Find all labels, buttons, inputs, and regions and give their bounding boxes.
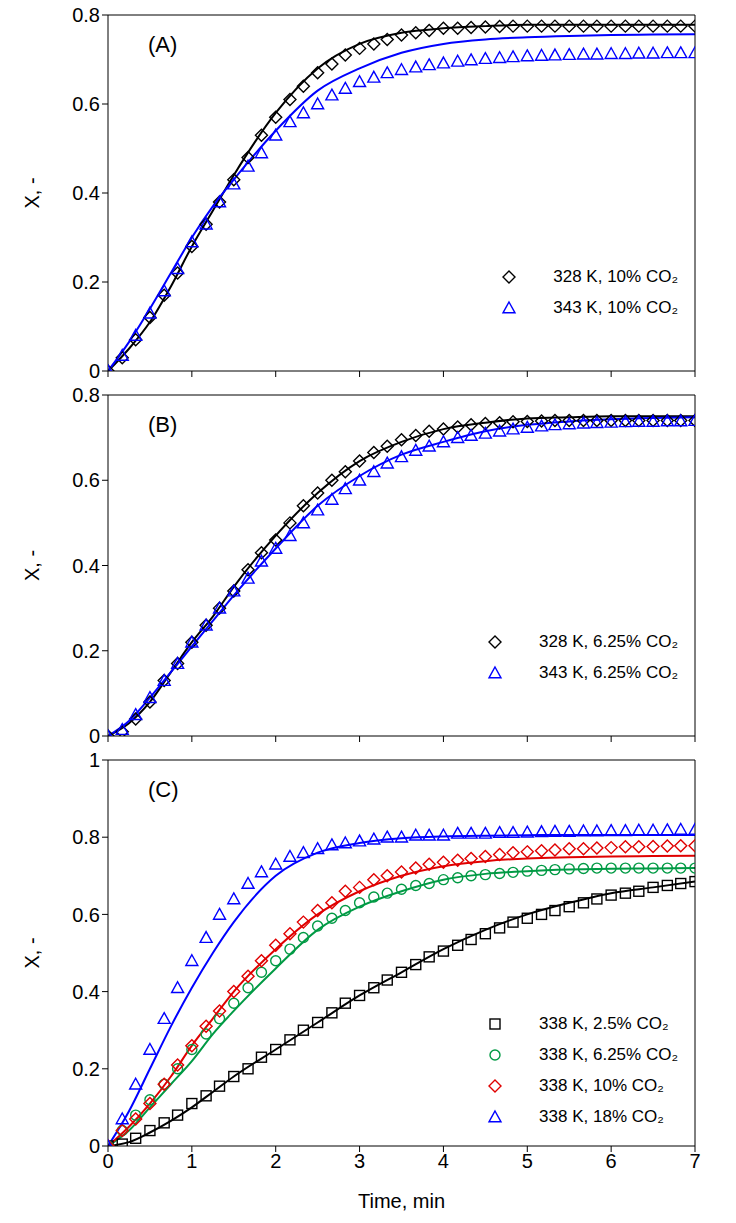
svg-text:0: 0 [89,725,100,747]
svg-text:0.4: 0.4 [72,981,100,1003]
svg-text:3: 3 [354,1150,365,1172]
svg-text:0.2: 0.2 [72,1058,100,1080]
html-text:(B): (B) [148,412,178,437]
html-text:338 K, 18% CO₂: 338 K, 18% CO₂ [539,1106,664,1126]
html-text:338 K, 6.25% CO₂: 338 K, 6.25% CO₂ [539,1044,678,1064]
svg-text:0.6: 0.6 [72,93,100,115]
svg-text:0.2: 0.2 [72,640,100,662]
svg-text:6: 6 [606,1150,617,1172]
html-text:343 K, 6.25% CO₂: 343 K, 6.25% CO₂ [539,662,678,682]
svg-text:7: 7 [689,1150,700,1172]
svg-text:0.6: 0.6 [72,904,100,926]
svg-text:0: 0 [89,360,100,382]
svg-text:0.4: 0.4 [72,182,100,204]
svg-text:4: 4 [438,1150,449,1172]
html-text:338 K, 10% CO₂: 338 K, 10% CO₂ [539,1075,664,1095]
svg-text:X, -: X, - [21,937,43,968]
svg-text:0.2: 0.2 [72,271,100,293]
svg-text:0.4: 0.4 [72,555,100,577]
svg-text:0.8: 0.8 [72,8,100,26]
svg-text:0.8: 0.8 [72,388,100,406]
svg-text:0: 0 [102,1150,113,1172]
html-text:(C): (C) [148,777,179,802]
html-text:328 K, 10% CO₂: 328 K, 10% CO₂ [553,266,678,286]
html-text:338 K, 2.5% CO₂: 338 K, 2.5% CO₂ [539,1013,669,1033]
svg-text:0.8: 0.8 [72,826,100,848]
svg-text:2: 2 [270,1150,281,1172]
svg-text:X, -: X, - [21,550,43,581]
svg-text:X, -: X, - [21,177,43,208]
svg-text:1: 1 [186,1150,197,1172]
svg-text:5: 5 [522,1150,533,1172]
svg-text:Time, min: Time, min [358,1190,445,1212]
html-text:(A): (A) [148,32,178,57]
svg-text:1: 1 [89,753,100,771]
svg-text:0: 0 [89,1135,100,1157]
html-text:328 K, 6.25% CO₂: 328 K, 6.25% CO₂ [539,631,678,651]
html-text:343 K, 10% CO₂: 343 K, 10% CO₂ [553,297,678,317]
svg-text:0.6: 0.6 [72,469,100,491]
